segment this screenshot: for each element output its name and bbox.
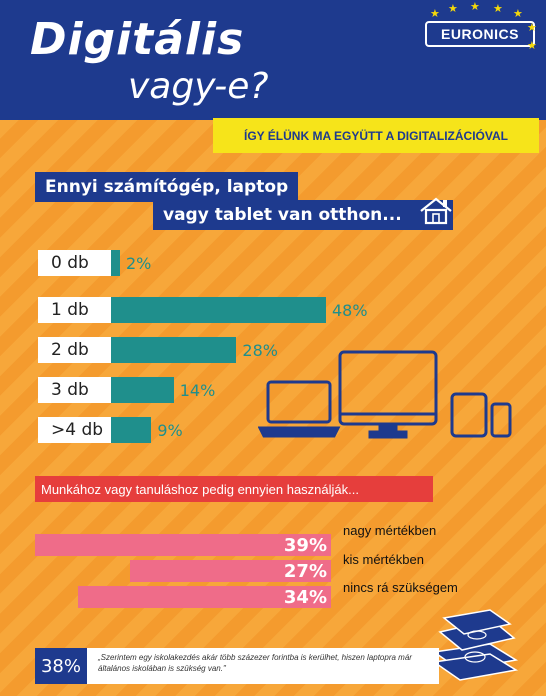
star-icon: ★ [527,21,537,34]
quote-box [35,648,439,684]
question1-line2: vagy tablet van otthon... [153,200,453,230]
tablet-icon [450,392,488,438]
bar-value-label: 2% [125,253,152,273]
star-icon: ★ [527,39,537,52]
question1-line1: Ennyi számítógép, laptop [35,172,299,202]
usage-pct: 27% [283,560,327,582]
star-icon: ★ [470,0,480,13]
page-title: Digitális [30,14,245,65]
quote-percentage: 38% [35,648,87,684]
bar-label: 1 db [38,297,111,323]
phone-icon [490,402,512,438]
bar-value-label: 28% [242,340,278,360]
usage-label: kis mértékben [343,552,424,567]
bar-fill [111,250,120,276]
usage-bar-large: 39% [35,534,331,556]
bar-label: 3 db [38,377,111,403]
page-title-line2: vagy-e? [128,66,269,107]
usage-pct: 39% [283,534,327,556]
bar-label: 2 db [38,337,111,363]
bar-fill [111,417,152,443]
usage-pct: 34% [283,586,327,608]
bar-value-label: 48% [332,300,368,320]
house-icon [420,197,452,225]
bar-fill [111,337,237,363]
subtitle-banner: ÍGY ÉLÜNK MA EGYÜTT A DIGITALIZÁCIÓVAL [213,118,539,153]
usage-label: nincs rá szükségem [343,580,458,595]
bar-fill [111,297,326,323]
bar-value-label: 9% [157,420,183,440]
question2-banner: Munkához vagy tanuláshoz pedig ennyien h… [35,476,433,502]
devices-illustration [258,350,512,439]
euronics-logo: EURONICS [425,21,535,47]
usage-bar-small: 27% [130,560,331,582]
quote-text: „Szerintem egy iskolakezdés akár több sz… [98,653,412,673]
money-stack-icon [432,609,519,681]
bar-value-label: 14% [179,380,216,400]
star-icon: ★ [430,7,440,20]
star-icon: ★ [493,2,503,15]
bar-label: 0 db [38,250,111,276]
bar-label: >4 db [38,417,111,443]
star-icon: ★ [448,2,458,15]
usage-label: nagy mértékben [343,523,437,538]
monitor-icon [338,350,438,439]
laptop-icon [258,380,341,438]
usage-bar-none: 34% [78,586,331,608]
bar-fill [111,377,174,403]
star-icon: ★ [513,7,523,20]
header-banner: Digitális vagy-e? EURONICS ★ ★ ★ ★ ★ ★ ★ [0,0,546,120]
